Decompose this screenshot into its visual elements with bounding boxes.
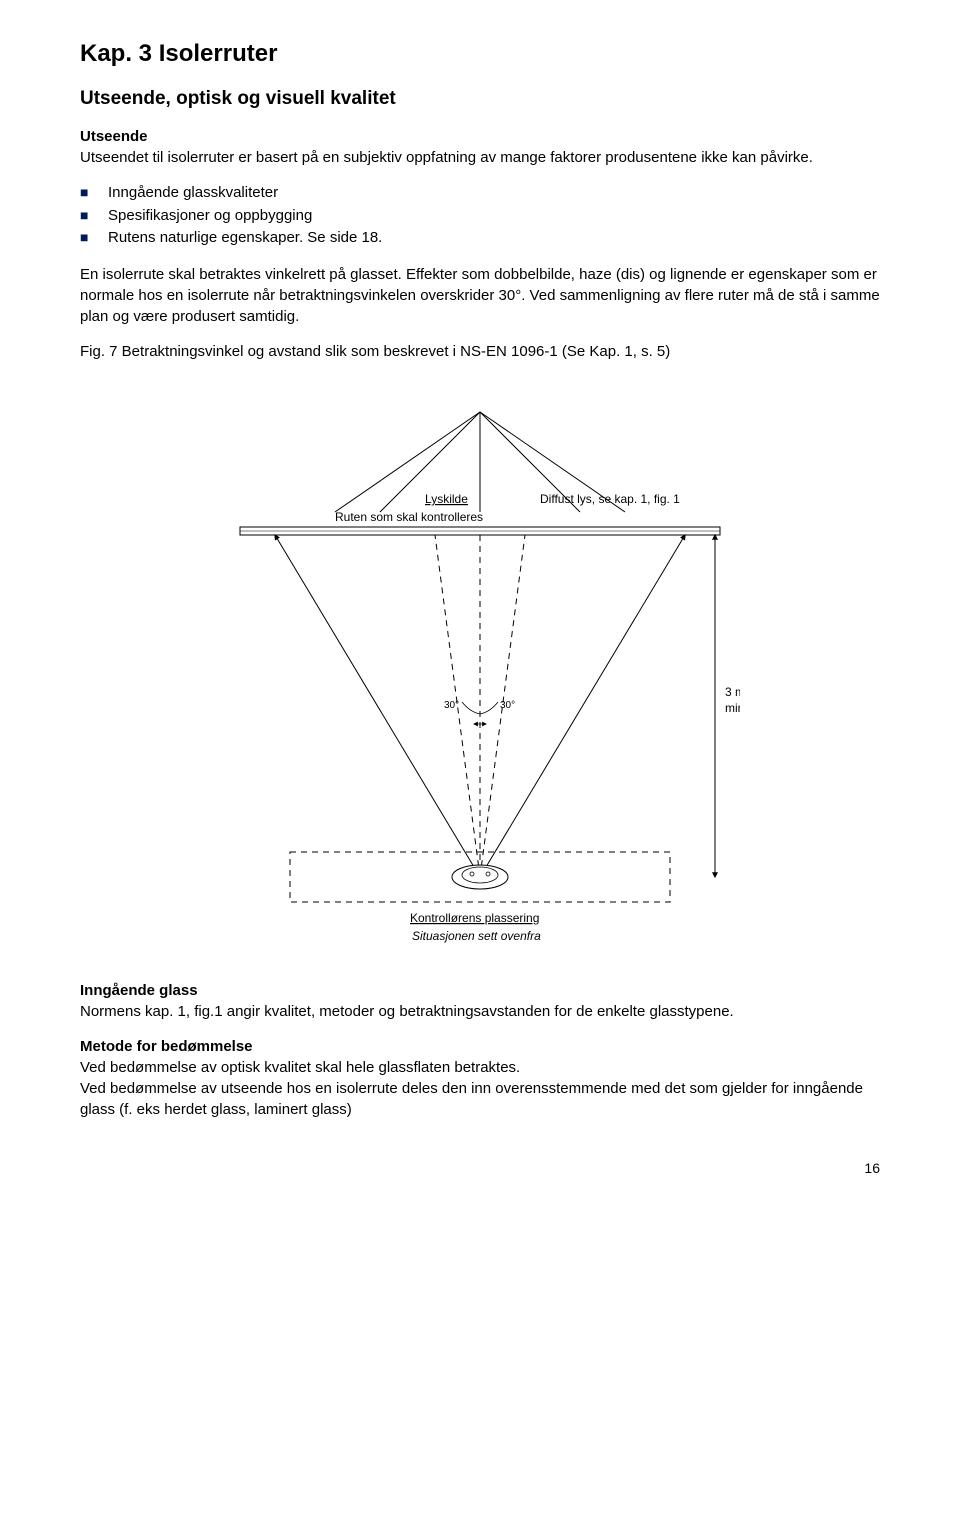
svg-text:Kontrollørens plassering: Kontrollørens plassering xyxy=(410,911,539,925)
bullet-item: Spesifikasjoner og oppbygging xyxy=(80,205,880,228)
svg-text:3 m: 3 m xyxy=(725,685,740,699)
metode-paragraph-2: Ved bedømmelse av utseende hos en isoler… xyxy=(80,1078,880,1120)
svg-text:minimum: minimum xyxy=(725,701,740,715)
section-title: Utseende, optisk og visuell kvalitet xyxy=(80,88,880,110)
bullet-list: Inngående glasskvaliteter Spesifikasjone… xyxy=(80,182,880,250)
svg-text:30°: 30° xyxy=(500,700,515,711)
viewing-angle-diagram: Lyskilde Diffust lys, se kap. 1, fig. 1 Ru… xyxy=(220,392,740,952)
inngaende-paragraph: Normens kap. 1, fig.1 angir kvalitet, me… xyxy=(80,1001,880,1022)
svg-text:Diffust lys, se kap. 1, fig. 1: Diffust lys, se kap. 1, fig. 1 xyxy=(540,492,680,506)
figure-caption: Fig. 7 Betraktningsvinkel og avstand sli… xyxy=(80,341,880,362)
svg-text:30°: 30° xyxy=(444,700,459,711)
svg-text:Ruten som skal kontrolleres: Ruten som skal kontrolleres xyxy=(335,510,483,524)
metode-paragraph-1: Ved bedømmelse av optisk kvalitet skal h… xyxy=(80,1057,880,1078)
main-paragraph: En isolerrute skal betraktes vinkelrett … xyxy=(80,264,880,327)
diagram-container: Lyskilde Diffust lys, se kap. 1, fig. 1 Ru… xyxy=(80,392,880,952)
chapter-title: Kap. 3 Isolerruter xyxy=(80,40,880,68)
bullet-item: Inngående glasskvaliteter xyxy=(80,182,880,205)
metode-heading: Metode for bedømmelse xyxy=(80,1038,880,1055)
utseende-heading: Utseende xyxy=(80,128,880,145)
inngaende-heading: Inngående glass xyxy=(80,982,880,999)
svg-text:Situasjonen sett ovenfra: Situasjonen sett ovenfra xyxy=(412,929,541,943)
svg-text:Lyskilde: Lyskilde xyxy=(425,492,468,506)
bullet-item: Rutens naturlige egenskaper. Se side 18. xyxy=(80,227,880,250)
page-number: 16 xyxy=(80,1160,880,1176)
utseende-paragraph: Utseendet til isolerruter er basert på e… xyxy=(80,147,880,168)
